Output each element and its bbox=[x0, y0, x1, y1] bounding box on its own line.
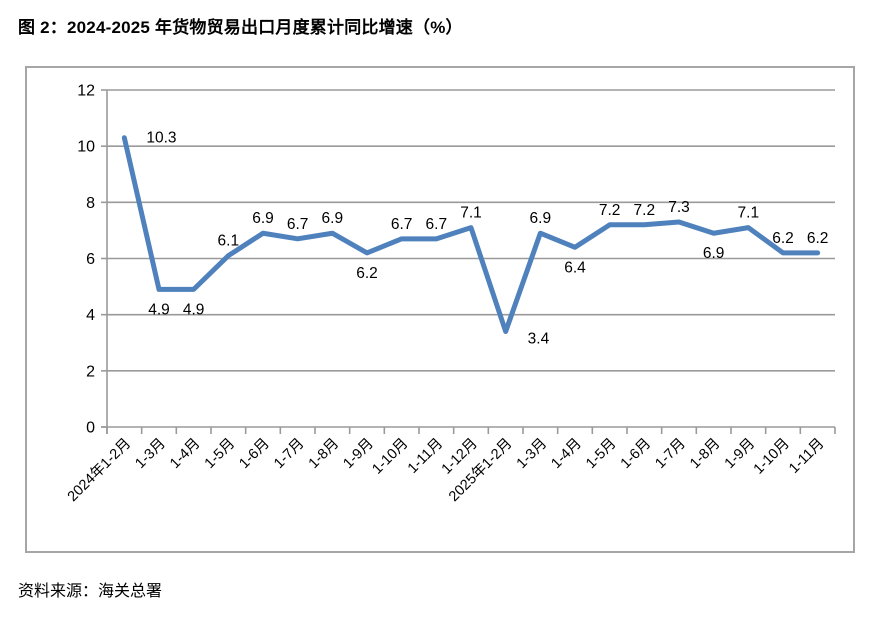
data-label: 6.2 bbox=[772, 230, 794, 247]
x-axis-label: 1-5月 bbox=[583, 436, 619, 472]
x-axis-label: 1-11月 bbox=[786, 436, 827, 477]
data-label: 6.9 bbox=[703, 245, 725, 262]
y-tick-label: 10 bbox=[77, 139, 95, 156]
y-tick-label: 12 bbox=[77, 83, 95, 100]
data-label: 6.4 bbox=[564, 259, 586, 276]
data-label: 6.1 bbox=[218, 233, 240, 250]
data-label: 6.7 bbox=[426, 216, 448, 233]
data-label: 6.2 bbox=[356, 265, 378, 282]
x-axis-label: 1-10月 bbox=[369, 436, 411, 478]
data-label: 4.9 bbox=[183, 301, 205, 318]
line-chart-svg: 0 2 4 6 8 10 12 10.3 4.9 4.9 6.1 6.9 6.7 6.9 6.2 6.7 6.7… bbox=[64, 83, 836, 505]
data-label: 4.9 bbox=[148, 301, 170, 318]
data-label: 3.4 bbox=[528, 331, 550, 348]
data-label: 10.3 bbox=[146, 130, 176, 147]
x-axis-label: 1-7月 bbox=[652, 436, 688, 472]
data-label: 7.2 bbox=[634, 202, 656, 219]
y-tick-label: 8 bbox=[86, 195, 95, 212]
data-label: 6.2 bbox=[807, 230, 829, 247]
figure-title: 图 2：2024-2025 年货物贸易出口月度累计同比增速（%） bbox=[18, 18, 463, 37]
figure-source: 资料来源：海关总署 bbox=[18, 583, 163, 600]
trend-line bbox=[121, 135, 821, 335]
x-axis-label: 1-4月 bbox=[167, 436, 203, 472]
x-axis-label: 1-11月 bbox=[405, 436, 446, 477]
x-axis-label: 1-10月 bbox=[751, 436, 793, 478]
y-tick-label: 6 bbox=[86, 251, 95, 268]
y-tick-label: 0 bbox=[86, 420, 95, 437]
data-label: 6.9 bbox=[252, 210, 274, 227]
chart-frame: 0 2 4 6 8 10 12 10.3 4.9 4.9 6.1 6.9 6.7 6.9 6.2 6.7 6.7… bbox=[25, 66, 855, 553]
data-label: 7.1 bbox=[738, 205, 760, 222]
x-axis-label: 1-3月 bbox=[514, 436, 550, 472]
data-label: 7.3 bbox=[668, 199, 690, 216]
x-axis-label: 1-5月 bbox=[202, 436, 238, 472]
data-label: 7.2 bbox=[599, 202, 621, 219]
x-axis-label: 2024年1-2月 bbox=[64, 435, 134, 505]
x-axis-label: 1-8月 bbox=[687, 436, 723, 472]
y-tick-label: 2 bbox=[86, 363, 95, 380]
data-label: 6.7 bbox=[287, 216, 309, 233]
data-label: 6.7 bbox=[391, 216, 413, 233]
data-label: 6.9 bbox=[530, 210, 552, 227]
x-axis-label: 1-8月 bbox=[306, 436, 342, 472]
y-tick-label: 4 bbox=[86, 307, 95, 324]
x-axis-label: 1-4月 bbox=[548, 436, 584, 472]
x-axis-label: 1-3月 bbox=[132, 436, 168, 472]
data-label: 7.1 bbox=[460, 205, 482, 222]
x-axis-label: 1-6月 bbox=[236, 436, 272, 472]
data-label: 6.9 bbox=[322, 210, 344, 227]
x-axis-label: 1-7月 bbox=[271, 436, 307, 472]
x-axis-label: 1-6月 bbox=[618, 436, 654, 472]
